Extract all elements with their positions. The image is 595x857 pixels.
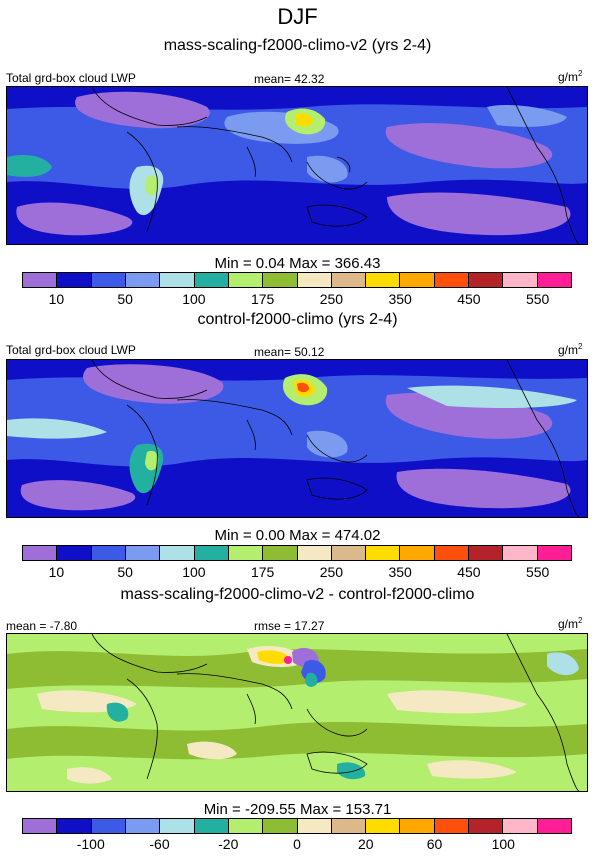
panel-3-subtitle: mass-scaling-f2000-climo-v2 - control-f2… (120, 586, 475, 603)
colorbar-tick-3-7: 100 (491, 836, 515, 852)
panel-3-mean-label: mean = -7.80 (6, 619, 78, 633)
colorbar-tick-1-5: 250 (319, 291, 344, 307)
colorbar-tick-2-1: 10 (48, 564, 65, 580)
colorbar-swatch-2-15 (503, 546, 538, 560)
colorbar-swatch-2-6 (194, 546, 229, 560)
panel-1-map (6, 86, 588, 245)
colorbar-swatch-3-14 (469, 819, 504, 833)
colorbar-swatch-2-12 (400, 546, 435, 560)
colorbar-tick-1-3: 100 (182, 291, 206, 307)
colorbar-swatch-3-12 (400, 819, 435, 833)
colorbar-tick-1-4: 175 (250, 291, 275, 307)
colorbar-swatch-2-5 (160, 546, 195, 560)
colorbar-tick-2-2: 50 (117, 564, 133, 580)
colorbar-swatch-2-9 (297, 546, 332, 560)
colorbar-swatch-2-13 (434, 546, 470, 560)
colorbar-swatch-1-11 (366, 273, 401, 287)
colorbar-swatch-2-8 (263, 546, 298, 560)
colorbar-tick-1-6: 350 (388, 291, 412, 307)
colorbar-swatch-3-2 (57, 819, 92, 833)
panel-3-minmax: Min = -209.55 Max = 153.71 (203, 801, 392, 818)
colorbar-swatch-2-11 (366, 546, 401, 560)
panel-3-rmse-label: rmse = 17.27 (254, 619, 325, 633)
colorbar-tick-1-7: 450 (457, 291, 481, 307)
colorbar-swatch-1-13 (434, 273, 470, 287)
panel-2-units: g/m2 (558, 342, 583, 357)
colorbar-tick-2-5: 250 (319, 564, 344, 580)
colorbar-swatch-2-7 (228, 546, 264, 560)
colorbar-tick-2-6: 350 (388, 564, 412, 580)
colorbar-swatch-3-11 (366, 819, 401, 833)
colorbar-swatch-1-16 (537, 273, 571, 287)
colorbar-swatch-1-1 (23, 273, 58, 287)
panel-2-colorbar (22, 545, 572, 561)
colorbar-swatch-1-12 (400, 273, 435, 287)
colorbar-swatch-1-10 (331, 273, 367, 287)
panel-3-map (6, 633, 588, 792)
panel-1-subtitle: mass-scaling-f2000-climo-v2 (yrs 2-4) (163, 37, 432, 54)
colorbar-swatch-1-8 (263, 273, 298, 287)
panel-2-map (6, 359, 588, 518)
colorbar-swatch-2-16 (537, 546, 571, 560)
colorbar-swatch-1-14 (469, 273, 504, 287)
colorbar-tick-2-7: 450 (457, 564, 481, 580)
panel-1-colorbar (22, 272, 572, 288)
panel-3-units: g/m2 (558, 616, 583, 631)
colorbar-swatch-3-7 (228, 819, 264, 833)
colorbar-tick-3-4: 0 (293, 836, 301, 852)
colorbar-swatch-3-13 (434, 819, 470, 833)
panel-2-variable-label: Total grd-box cloud LWP (6, 343, 136, 357)
panel-1-variable-label: Total grd-box cloud LWP (6, 71, 136, 85)
colorbar-swatch-3-15 (503, 819, 538, 833)
colorbar-swatch-2-1 (23, 546, 58, 560)
colorbar-swatch-3-10 (331, 819, 367, 833)
colorbar-swatch-3-9 (297, 819, 332, 833)
colorbar-tick-2-3: 100 (182, 564, 206, 580)
colorbar-swatch-1-2 (57, 273, 92, 287)
colorbar-tick-1-2: 50 (117, 291, 133, 307)
colorbar-swatch-2-2 (57, 546, 92, 560)
colorbar-swatch-3-3 (91, 819, 126, 833)
colorbar-tick-3-2: -60 (149, 836, 170, 852)
colorbar-swatch-1-7 (228, 273, 264, 287)
colorbar-tick-1-1: 10 (48, 291, 65, 307)
panel-2-mean-label: mean= 50.12 (254, 345, 325, 359)
colorbar-tick-3-5: 20 (357, 836, 374, 852)
colorbar-tick-3-6: 60 (426, 836, 443, 852)
plot-title: DJF (277, 4, 318, 29)
colorbar-swatch-2-3 (91, 546, 126, 560)
panel-1-mean-label: mean= 42.32 (254, 72, 325, 86)
colorbar-swatch-2-4 (125, 546, 161, 560)
panel-1-minmax: Min = 0.04 Max = 366.43 (214, 255, 381, 272)
colorbar-tick-2-4: 175 (250, 564, 275, 580)
colorbar-swatch-1-15 (503, 273, 538, 287)
colorbar-tick-3-1: -100 (76, 836, 105, 852)
panel-1-units: g/m2 (558, 69, 583, 84)
colorbar-swatch-3-16 (537, 819, 571, 833)
panel-2-minmax: Min = 0.00 Max = 474.02 (214, 527, 381, 544)
colorbar-tick-3-3: -20 (218, 836, 239, 852)
colorbar-swatch-2-14 (469, 546, 504, 560)
colorbar-swatch-3-8 (263, 819, 298, 833)
panel-2-subtitle: control-f2000-climo (yrs 2-4) (197, 311, 398, 328)
colorbar-tick-1-8: 550 (525, 291, 550, 307)
colorbar-swatch-3-6 (194, 819, 229, 833)
colorbar-swatch-3-5 (160, 819, 195, 833)
colorbar-swatch-1-6 (194, 273, 229, 287)
colorbar-swatch-1-5 (160, 273, 195, 287)
colorbar-swatch-1-9 (297, 273, 332, 287)
colorbar-tick-2-8: 550 (525, 564, 550, 580)
colorbar-swatch-3-4 (125, 819, 161, 833)
colorbar-swatch-1-3 (91, 273, 126, 287)
colorbar-swatch-1-4 (125, 273, 161, 287)
colorbar-swatch-2-10 (331, 546, 367, 560)
panel-3-colorbar (22, 818, 572, 834)
colorbar-swatch-3-1 (23, 819, 58, 833)
